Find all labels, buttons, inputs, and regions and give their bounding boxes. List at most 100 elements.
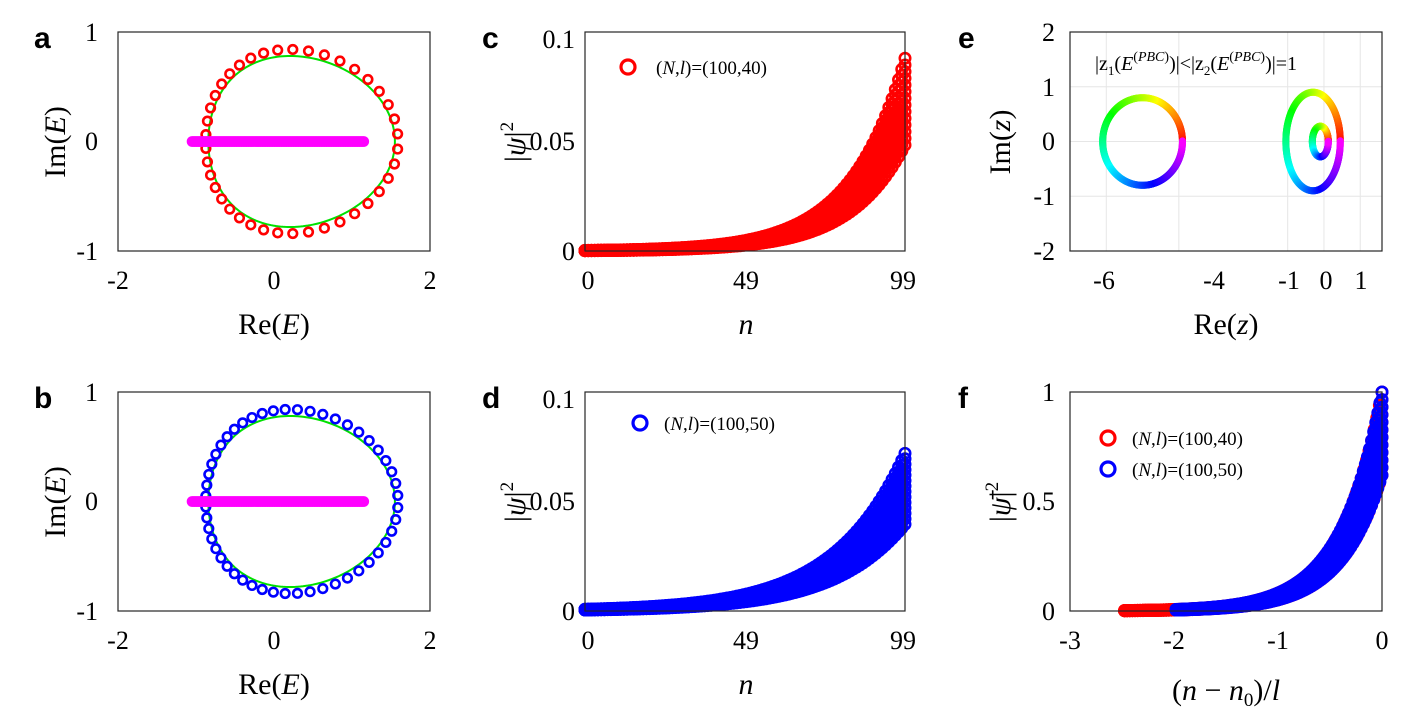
spectrum-marker-b <box>341 572 354 584</box>
spectrum-marker-b <box>215 439 227 451</box>
panel-label-d: d <box>482 382 500 415</box>
spectrum-marker-a <box>392 143 404 155</box>
spectrum-marker-b <box>201 479 213 491</box>
legend-marker-c <box>619 58 637 76</box>
spectrum-marker-a <box>245 219 257 231</box>
panel-c: c 0.1 0.05 0 0 49 99 n |ψ|2 (N,l)=(100,4… <box>482 22 916 341</box>
ytick-label-e-m2: -2 <box>1033 237 1055 266</box>
spectrum-marker-b <box>363 556 375 568</box>
panel-a: a 1 0 -1 -2 0 2 Re(E) Im(E) <box>34 18 437 341</box>
spectrum-marker-a <box>302 45 315 57</box>
panel-d: d 0.1 0.05 0 0 49 99 n |ψ|2 (N,l)=(100,5… <box>482 382 916 701</box>
ytick-label-b-top: 1 <box>85 378 98 407</box>
spectrum-marker-b <box>372 444 384 456</box>
y-axis-label-e: Im(z) <box>984 109 1017 174</box>
panel-label-c: c <box>482 22 499 55</box>
ytick-label-d-bottom: 0 <box>562 597 575 626</box>
spectrum-marker-b <box>291 587 304 599</box>
ytick-label-d-top: 0.1 <box>543 385 576 414</box>
ytick-label-a-mid: 0 <box>85 127 98 156</box>
plot-area-d <box>578 446 912 617</box>
spectrum-marker-a <box>216 193 228 205</box>
ytick-label-e-m1: -1 <box>1033 182 1055 211</box>
spectrum-marker-b <box>386 525 398 537</box>
spectrum-marker-a <box>272 44 284 56</box>
spectrum-marker-a <box>382 172 394 184</box>
spectrum-marker-a <box>388 158 401 170</box>
spectrum-marker-b <box>380 536 392 549</box>
spectrum-marker-b <box>210 543 222 555</box>
spectrum-marker-a <box>287 43 299 56</box>
spectrum-marker-a <box>373 85 385 97</box>
spectrum-marker-b <box>256 407 268 420</box>
spectrum-marker-b <box>304 405 316 417</box>
spectrum-marker-a <box>382 99 394 111</box>
spectrum-marker-b <box>215 552 227 564</box>
x-axis-label-e: Re(z) <box>1193 308 1258 341</box>
spectrum-marker-b <box>267 405 279 417</box>
spectrum-marker-b <box>329 578 341 590</box>
spectrum-marker-a <box>233 212 246 224</box>
xtick-label-d-mid: 49 <box>733 626 759 655</box>
spectrum-marker-b <box>317 408 329 421</box>
spectrum-marker-a <box>318 222 330 234</box>
spectrum-marker-a <box>258 47 270 59</box>
spectrum-marker-b <box>256 583 268 596</box>
spectrum-marker-a <box>349 63 361 75</box>
y-axis-label-d: |ψ|2 <box>497 482 532 522</box>
spectrum-marker-a <box>272 227 284 239</box>
plot-area-f <box>1118 385 1389 618</box>
spectrum-marker-b <box>228 568 240 580</box>
spectrum-marker-b <box>201 512 213 524</box>
spectrum-marker-b <box>206 458 218 470</box>
spectrum-marker-b <box>390 477 402 490</box>
spectrum-marker-b <box>279 587 291 600</box>
spectrum-marker-b <box>317 582 329 595</box>
xtick-label-a-left: -2 <box>107 266 129 295</box>
ytick-label-a-top: 1 <box>85 18 98 47</box>
spectrum-marker-b <box>353 426 365 438</box>
panel-b: b 1 0 -1 -2 0 2 Re(E) Im(E) <box>34 378 437 701</box>
spectrum-marker-b <box>246 411 258 424</box>
spectrum-marker-a <box>334 216 346 228</box>
spectrum-marker-b <box>392 501 404 514</box>
panel-label-e: e <box>958 22 975 55</box>
spectrum-marker-b <box>353 565 365 577</box>
axes-box-a <box>117 31 431 252</box>
panel-e: e 2 1 0 -1 -2 -6 -4 -1 0 1 Re(z) Im(z) |… <box>958 18 1383 341</box>
xtick-label-c-left: 0 <box>582 266 595 295</box>
x-axis-label-b: Re(E) <box>238 668 310 701</box>
spectrum-marker-a <box>362 197 374 210</box>
axes-box-b <box>117 391 431 612</box>
ytick-label-c-mid: 0.05 <box>530 127 576 156</box>
spectrum-marker-b <box>228 423 240 435</box>
xtick-label-d-right: 99 <box>890 626 916 655</box>
spectrum-marker-b <box>203 468 215 481</box>
spectrum-marker-a <box>204 102 217 114</box>
spectrum-marker-b <box>363 435 375 447</box>
xtick-label-b-right: 2 <box>424 626 437 655</box>
spectrum-marker-a <box>302 226 315 238</box>
xtick-label-e-m6: -6 <box>1093 266 1115 295</box>
spectrum-marker-b <box>246 579 258 592</box>
ytick-label-b-bottom: -1 <box>76 597 98 626</box>
spectrum-marker-b <box>203 522 215 535</box>
spectrum-marker-a <box>392 128 404 140</box>
spectrum-marker-b <box>267 586 279 598</box>
legend-label-c: (N,l)=(100,40) <box>656 58 767 79</box>
obc-spectrum-marker-b <box>358 496 370 507</box>
spectrum-marker-a <box>233 59 246 71</box>
spectrum-marker-a <box>209 181 221 194</box>
spectrum-marker-b <box>386 466 398 478</box>
ytick-label-c-top: 0.1 <box>543 25 576 54</box>
spectrum-marker-b <box>392 489 404 502</box>
xtick-label-c-right: 99 <box>890 266 916 295</box>
y-axis-label-c: |ψ|2 <box>497 122 532 162</box>
spectrum-marker-b <box>291 404 304 416</box>
spectrum-marker-a <box>201 156 214 168</box>
spectrum-marker-b <box>372 547 384 559</box>
spectrum-marker-a <box>216 78 228 90</box>
plot-area-a <box>186 43 404 240</box>
spectrum-marker-a <box>201 115 214 127</box>
